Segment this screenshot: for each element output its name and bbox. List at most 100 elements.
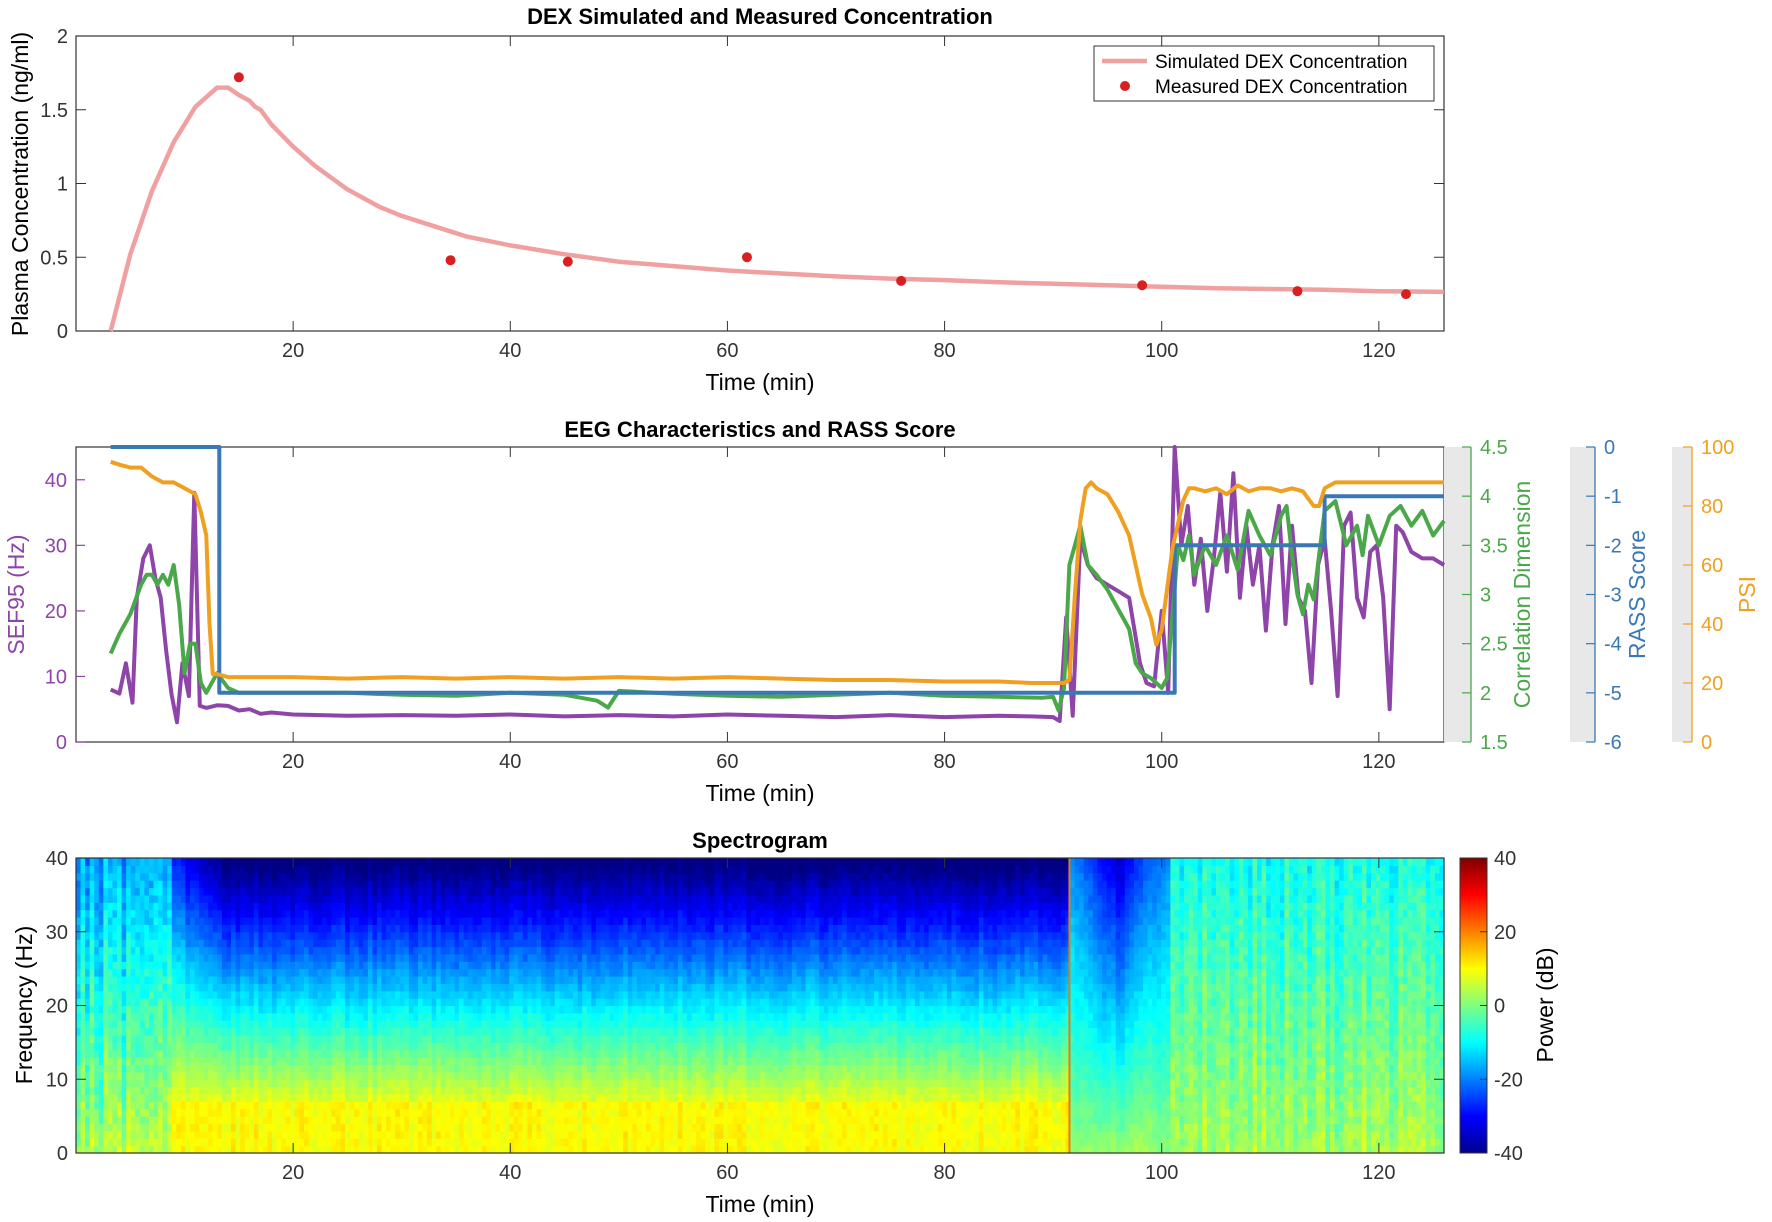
spectrogram-cell (628, 1124, 633, 1132)
spectrogram-cell (345, 1124, 350, 1132)
spectrogram-cell (587, 983, 592, 991)
spectrogram-cell (304, 1138, 309, 1146)
spectrogram-cell (496, 976, 501, 984)
spectrogram-cell (395, 1035, 400, 1043)
spectrogram-cell (496, 895, 501, 903)
spectrogram-cell (286, 1065, 291, 1073)
spectrogram-cell (254, 976, 259, 984)
spectrogram-cell (578, 1042, 583, 1050)
spectrogram-cell (559, 969, 564, 977)
spectrogram-cell (454, 888, 459, 896)
spectrogram-cell (195, 880, 200, 888)
spectrogram-cell (559, 976, 564, 984)
spectrogram-cell (231, 998, 236, 1006)
spectrogram-cell (199, 1035, 204, 1043)
spectrogram-cell (532, 1094, 537, 1102)
spectrogram-cell (112, 1006, 117, 1014)
spectrogram-cell (313, 991, 318, 999)
spectrogram-cell (108, 1087, 113, 1095)
spectrogram-cell (350, 1094, 355, 1102)
spectrogram-cell (135, 1094, 140, 1102)
spectrogram-cell (217, 969, 222, 977)
spectrogram-cell (135, 932, 140, 940)
spectrogram-cell (85, 1065, 90, 1073)
spectrogram-cell (309, 873, 314, 881)
spectrogram-cell (363, 1109, 368, 1117)
spectrogram-cell (249, 888, 254, 896)
spectrogram-cell (158, 873, 163, 881)
spectrogram-cell (477, 1050, 482, 1058)
spectrogram-cell (190, 954, 195, 962)
spectrogram-cell (76, 865, 81, 873)
spectrogram-cell (500, 969, 505, 977)
spectrogram-cell (117, 1079, 122, 1087)
spectrogram-cell (154, 895, 159, 903)
spectrogram-cell (149, 910, 154, 918)
spectrogram-cell (126, 924, 131, 932)
spectrogram-cell (295, 1124, 300, 1132)
spectrogram-cell (167, 895, 172, 903)
spectrogram-cell (614, 873, 619, 881)
spectrogram-cell (464, 1124, 469, 1132)
spectrogram-cell (441, 991, 446, 999)
spectrogram-cell (112, 1138, 117, 1146)
spectrogram-cell (491, 858, 496, 866)
spectrogram-cell (309, 991, 314, 999)
spectrogram-cell (131, 924, 136, 932)
spectrogram-cell (94, 1072, 99, 1080)
spectrogram-cell (596, 1042, 601, 1050)
spectrogram-cell (281, 880, 286, 888)
spectrogram-cell (204, 991, 209, 999)
spectrogram-cell (532, 865, 537, 873)
spectrogram-cell (208, 983, 213, 991)
spectrogram-cell (436, 873, 441, 881)
spectrogram-cell (473, 1050, 478, 1058)
spectrogram-cell (473, 983, 478, 991)
spectrogram-cell (258, 983, 263, 991)
spectrogram-cell (126, 1131, 131, 1139)
spectrogram-cell (290, 1072, 295, 1080)
spectrogram-cell (258, 1116, 263, 1124)
spectrogram-cell (172, 917, 177, 925)
spectrogram-cell (596, 924, 601, 932)
spectrogram-cell (619, 991, 624, 999)
spectrogram-cell (527, 1131, 532, 1139)
spectrogram-cell (445, 902, 450, 910)
spectrogram-cell (605, 991, 610, 999)
spectrogram-cell (268, 932, 273, 940)
spectrogram-cell (555, 865, 560, 873)
spectrogram-cell (199, 1124, 204, 1132)
spectrogram-cell (386, 880, 391, 888)
spectrogram-cell (290, 1065, 295, 1073)
spectrogram-cell (600, 1013, 605, 1021)
spectrogram-cell (167, 1072, 172, 1080)
spectrogram-cell (272, 1087, 277, 1095)
spectrogram-cell (249, 983, 254, 991)
spectrogram-cell (372, 1072, 377, 1080)
spectrogram-cell (391, 880, 396, 888)
spectrogram-cell (372, 1094, 377, 1102)
spectrogram-cell (578, 954, 583, 962)
spectrogram-cell (90, 910, 95, 918)
spectrogram-cell (290, 924, 295, 932)
spectrogram-cell (286, 1131, 291, 1139)
spectrogram-cell (423, 998, 428, 1006)
spectrogram-cell (304, 873, 309, 881)
spectrogram-cell (605, 939, 610, 947)
spectrogram-cell (236, 895, 241, 903)
spectrogram-cell (477, 1116, 482, 1124)
spectrogram-cell (295, 888, 300, 896)
spectrogram-cell (295, 1079, 300, 1087)
spectrogram-cell (140, 961, 145, 969)
spectrogram-cell (167, 1109, 172, 1117)
spectrogram-cell (518, 983, 523, 991)
spectrogram-cell (167, 969, 172, 977)
spectrogram-cell (299, 961, 304, 969)
spectrogram-cell (473, 895, 478, 903)
spectrogram-cell (336, 1013, 341, 1021)
spectrogram-cell (450, 917, 455, 925)
spectrogram-cell (359, 961, 364, 969)
spectrogram-cell (486, 1087, 491, 1095)
measured-point (234, 72, 244, 82)
spectrogram-cell (500, 1116, 505, 1124)
